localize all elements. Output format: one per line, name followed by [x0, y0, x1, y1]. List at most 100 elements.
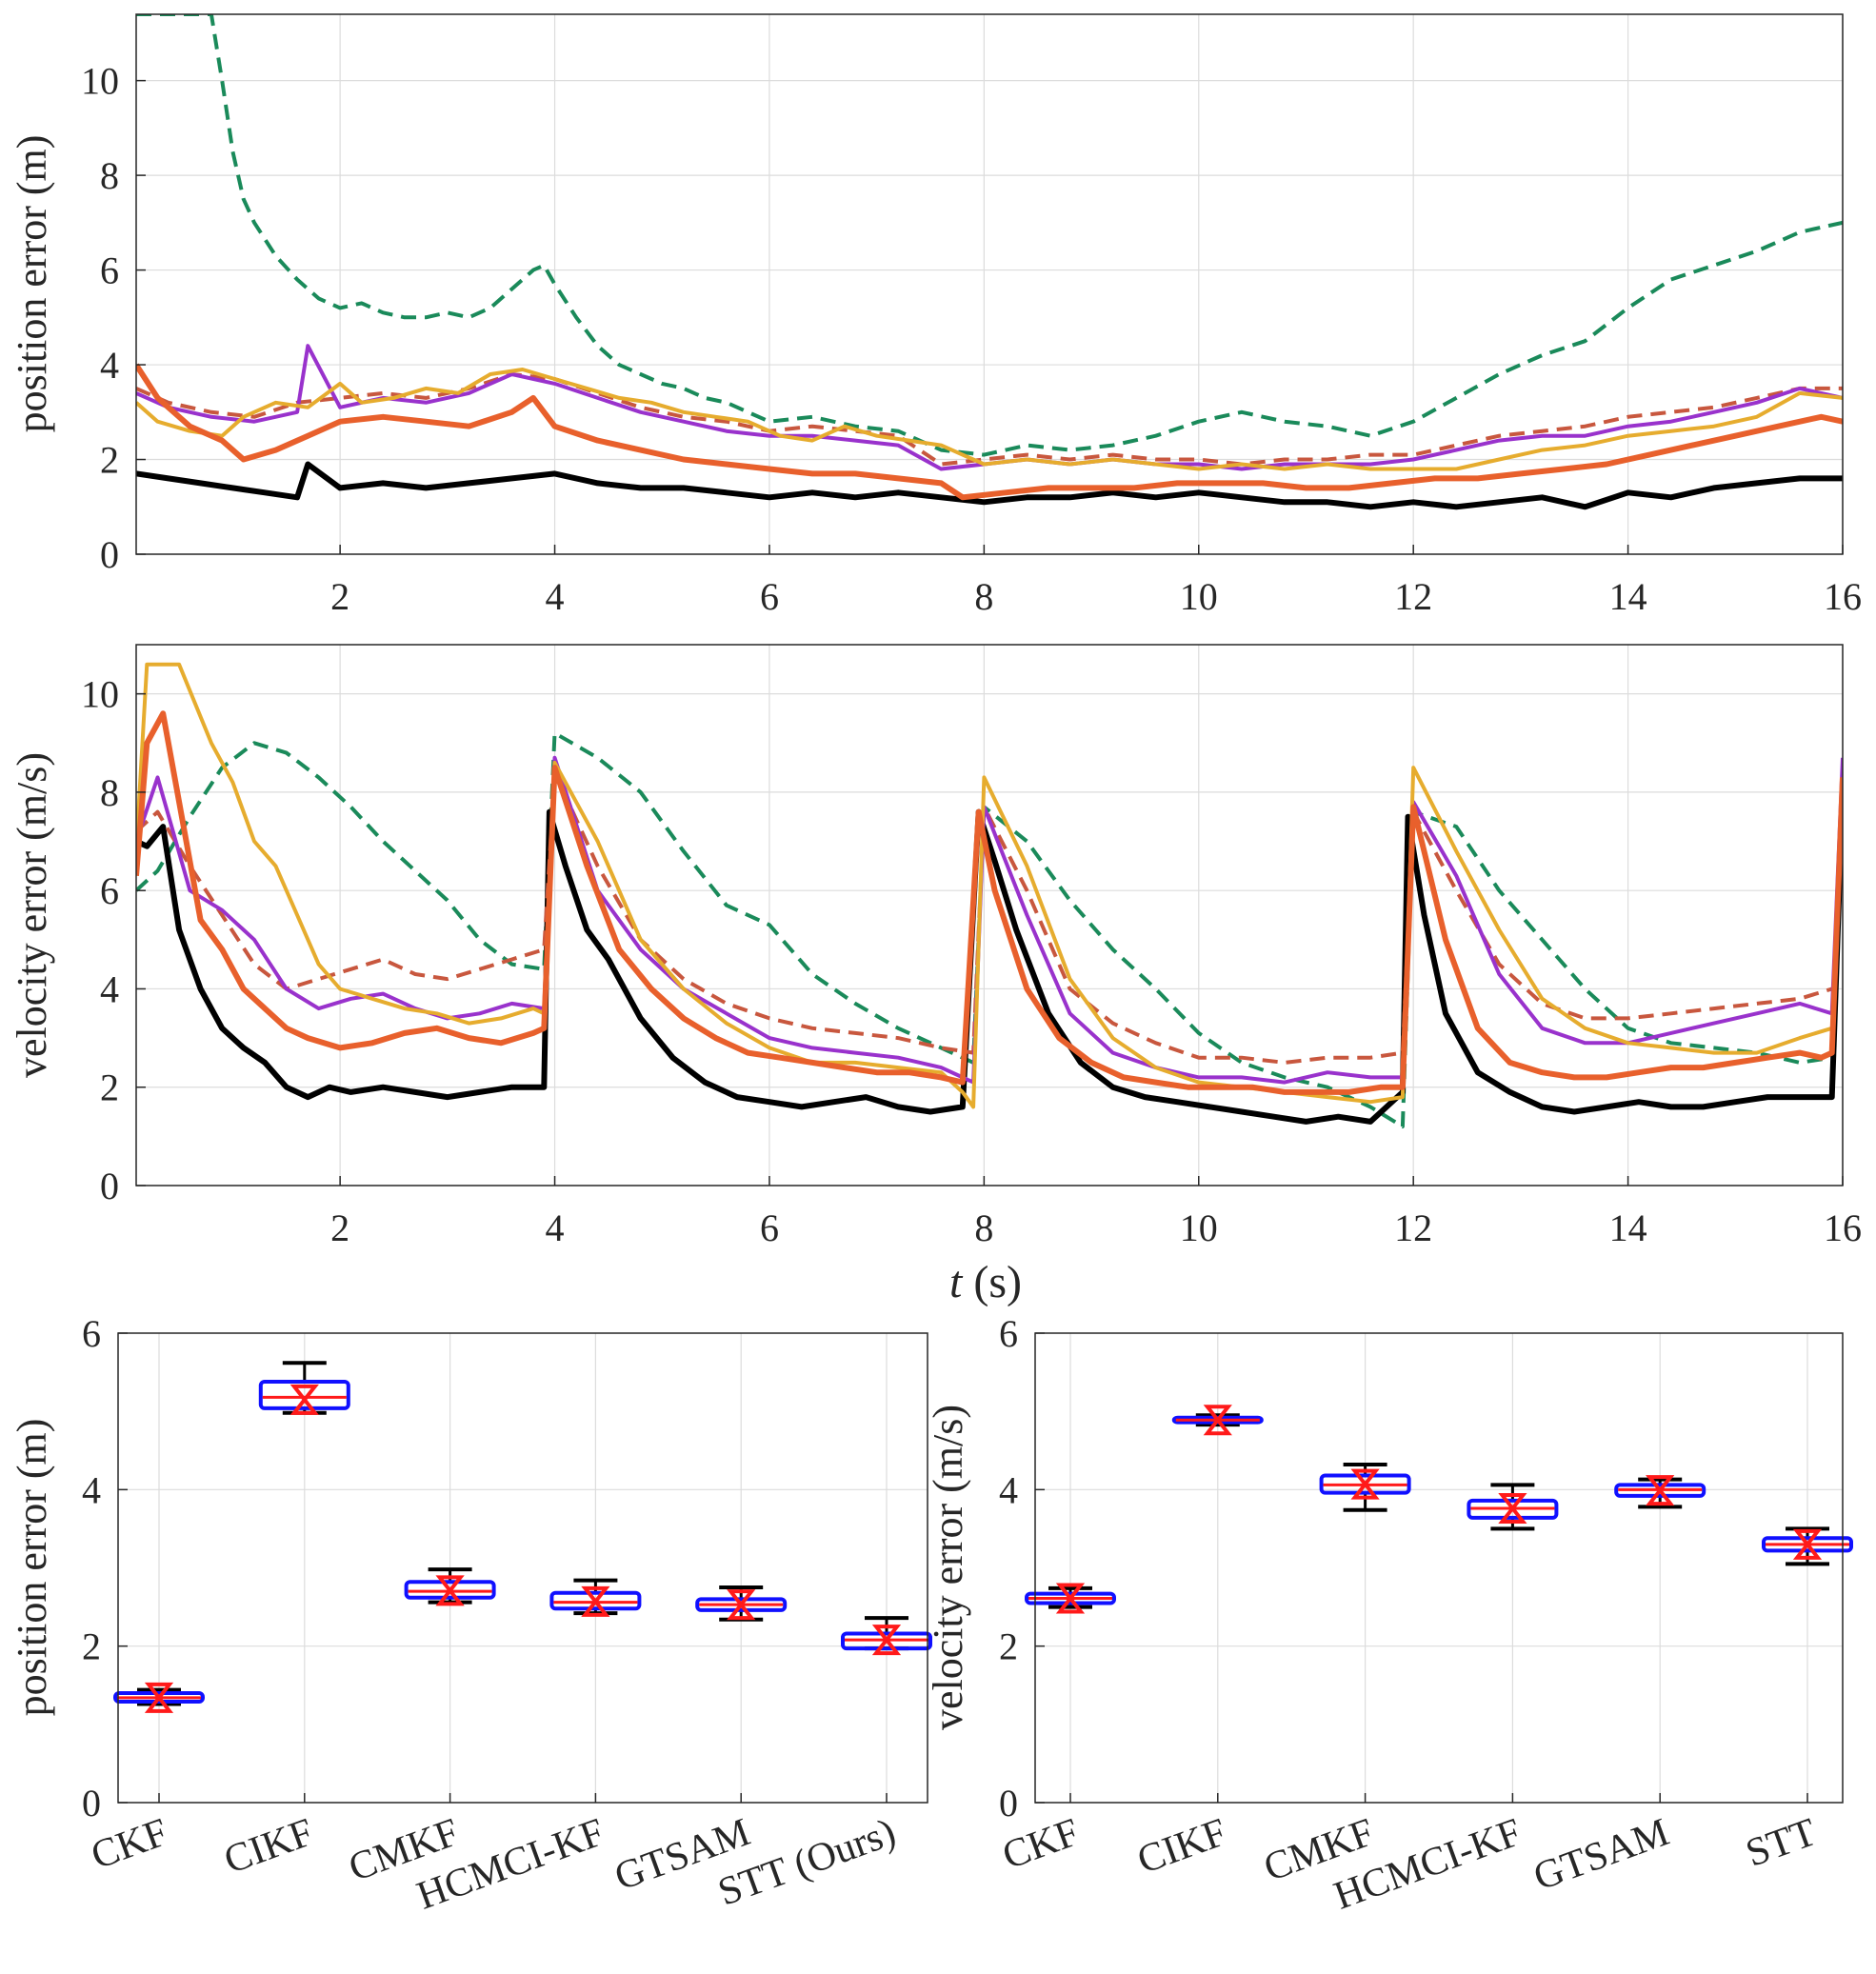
y-tick-label: 8 — [100, 771, 119, 814]
y-tick-label: 4 — [100, 967, 119, 1010]
y-axis-label: velocity error (m/s) — [925, 1405, 971, 1730]
x-axis-unit: (s) — [962, 1257, 1022, 1307]
category-label-cikf: CIKF — [1132, 1810, 1233, 1883]
series-line-cikf — [136, 730, 1833, 1128]
series-line-hcmci-kf — [136, 755, 1843, 1085]
mean-marker-up — [727, 1601, 756, 1621]
y-tick-label: 6 — [999, 1312, 1018, 1355]
x-tick-label: 2 — [330, 575, 349, 618]
y-tick-label: 10 — [81, 673, 119, 716]
y-tick-label: 0 — [999, 1782, 1018, 1824]
iqr-box — [695, 1597, 788, 1612]
x-tick-label: 14 — [1609, 1206, 1647, 1249]
x-tick-label: 16 — [1824, 575, 1862, 618]
box-cmkf — [1319, 1463, 1411, 1512]
box-ckf — [1025, 1583, 1116, 1614]
series-line-gtsam — [136, 368, 1843, 471]
y-tick-label: 6 — [82, 1312, 101, 1355]
mean-marker-up — [1792, 1541, 1823, 1560]
category-label-gtsam: GTSAM — [1528, 1810, 1675, 1900]
x-tick-label: 8 — [974, 1206, 993, 1249]
y-tick-label: 0 — [100, 1165, 119, 1207]
mean-marker-down — [1792, 1528, 1823, 1548]
iqr-box — [1025, 1591, 1116, 1605]
plot-frame — [1034, 1332, 1844, 1804]
iqr-box — [404, 1580, 496, 1600]
plot-frame — [117, 1332, 928, 1804]
series-line-gtsam — [136, 662, 1833, 1109]
mean-marker-down — [581, 1585, 610, 1605]
x-tick-label: 6 — [760, 1206, 779, 1249]
y-tick-label: 0 — [82, 1782, 101, 1824]
y-axis-label: position error (m) — [9, 135, 55, 433]
mean-marker-down — [289, 1384, 319, 1404]
mean-marker-up — [871, 1636, 902, 1656]
box-hcmci-kf — [1467, 1483, 1559, 1531]
series-line-ckf — [136, 461, 1843, 510]
iqr-box — [1467, 1498, 1559, 1520]
mean-marker-down — [144, 1682, 174, 1702]
mean-marker-up — [1498, 1505, 1527, 1525]
iqr-box — [113, 1690, 205, 1705]
iqr-box — [549, 1590, 642, 1611]
box-hcmci-kf — [549, 1578, 642, 1617]
x-tick-label: 6 — [760, 575, 779, 618]
mean-marker-up — [1646, 1486, 1675, 1506]
box-cikf — [258, 1361, 350, 1415]
box-gtsam — [1614, 1475, 1706, 1509]
mean-marker-up — [435, 1587, 465, 1606]
box-gtsam — [695, 1585, 788, 1622]
y-axis-label: velocity error (m/s) — [9, 752, 55, 1078]
y-tick-label: 2 — [999, 1625, 1018, 1668]
mean-marker-up — [144, 1694, 174, 1713]
y-tick-label: 2 — [100, 1067, 119, 1109]
x-tick-label: 4 — [546, 1206, 565, 1249]
box-stt — [1762, 1526, 1853, 1566]
y-tick-label: 2 — [82, 1625, 101, 1668]
mean-marker-down — [871, 1625, 902, 1644]
y-tick-label: 0 — [100, 533, 119, 576]
category-label-cikf: CIKF — [219, 1810, 320, 1883]
x-tick-label: 10 — [1180, 1206, 1218, 1249]
y-tick-label: 2 — [100, 439, 119, 482]
mean-marker-up — [581, 1598, 610, 1617]
y-tick-label: 10 — [81, 60, 119, 103]
y-tick-label: 4 — [82, 1468, 101, 1511]
mean-marker-down — [1203, 1405, 1232, 1424]
mean-marker-down — [727, 1589, 756, 1608]
y-tick-label: 8 — [100, 154, 119, 197]
mean-marker-down — [1646, 1475, 1675, 1494]
box-cmkf — [404, 1567, 496, 1606]
series-line-ckf — [136, 791, 1843, 1125]
x-axis-label: t (s) — [949, 1257, 1022, 1307]
mean-marker-down — [1055, 1583, 1086, 1602]
velocity-error-line-chart: 2 4 6 8 10 12 14 16 0 2 4 6 8 10 velocity error (m/s)… — [9, 644, 1862, 1307]
series-line-cmkf — [136, 770, 1833, 1065]
iqr-box — [841, 1631, 932, 1651]
mean-marker-down — [1350, 1468, 1380, 1487]
mean-marker-up — [1055, 1595, 1086, 1614]
series-line-cikf — [136, 14, 1843, 457]
x-tick-label: 14 — [1609, 575, 1647, 618]
x-tick-label: 10 — [1180, 575, 1218, 618]
position-error-line-chart: 2 4 6 8 10 12 14 16 0 2 4 6 8 10 position error (m) — [9, 13, 1862, 618]
x-tick-label: 12 — [1394, 1206, 1432, 1249]
iqr-box — [1614, 1483, 1706, 1498]
mean-marker-up — [289, 1396, 319, 1415]
series-line-stt-ours — [136, 710, 1843, 1095]
iqr-box — [1319, 1473, 1411, 1495]
mean-marker-up — [1203, 1416, 1232, 1436]
x-tick-label: 2 — [330, 1206, 349, 1249]
box-cikf — [1171, 1405, 1264, 1436]
y-tick-label: 6 — [100, 249, 119, 292]
iqr-box — [1762, 1536, 1853, 1553]
x-tick-label: 16 — [1824, 1206, 1862, 1249]
x-tick-label: 4 — [546, 575, 565, 618]
box-stt-ours — [841, 1616, 932, 1656]
y-tick-label: 4 — [100, 344, 119, 387]
x-tick-label: 8 — [974, 575, 993, 618]
mean-marker-up — [1350, 1481, 1380, 1500]
